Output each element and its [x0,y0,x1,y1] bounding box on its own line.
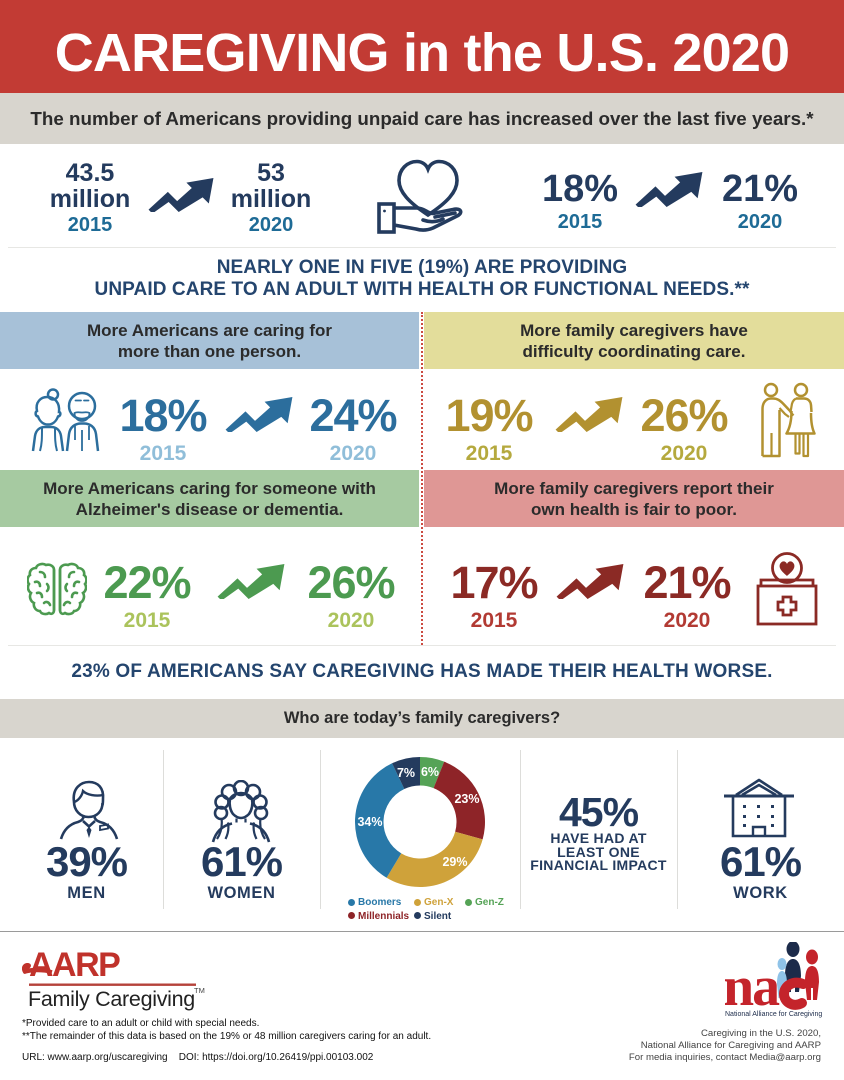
svg-text:National Alliance for Caregivi: National Alliance for Caregiving [725,1011,822,1018]
svg-text:Family Caregiving: Family Caregiving [28,987,195,1011]
svg-text:23%: 23% [454,792,479,806]
svg-text:AARP: AARP [29,946,120,984]
svg-text:na: na [725,956,780,1018]
svg-text:29%: 29% [442,855,467,869]
svg-text:34%: 34% [357,815,382,829]
svg-text:7%: 7% [397,766,415,780]
svg-text:TM: TM [194,986,205,995]
svg-text:6%: 6% [421,765,439,779]
